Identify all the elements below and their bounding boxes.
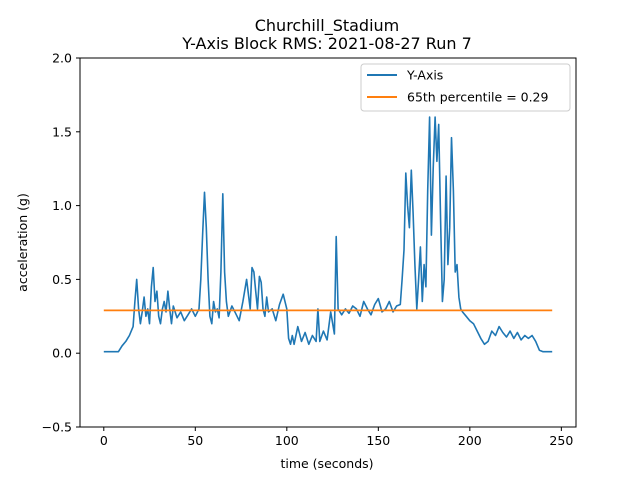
legend-label-percentile: 65th percentile = 0.29	[407, 90, 549, 105]
legend-label-y-axis: Y-Axis	[406, 68, 443, 83]
y-tick-label: 1.0	[52, 198, 72, 213]
x-tick-label: 150	[366, 433, 390, 448]
y-ticks: −0.5 0.0 0.5 1.0 1.5 2.0	[42, 51, 80, 435]
plot-lines	[103, 116, 553, 353]
series-line-y-axis	[103, 116, 553, 353]
legend-box	[360, 63, 571, 112]
x-tick-label: 250	[549, 433, 573, 448]
chart-title: Churchill_Stadium	[255, 16, 400, 36]
x-tick-label: 50	[187, 433, 203, 448]
y-tick-label: 0.0	[52, 346, 72, 361]
x-tick-label: 100	[275, 433, 299, 448]
x-tick-label: 0	[100, 433, 108, 448]
legend: Y-Axis 65th percentile = 0.29	[360, 63, 571, 112]
chart-subtitle: Y-Axis Block RMS: 2021-08-27 Run 7	[181, 34, 472, 53]
y-tick-label: 2.0	[52, 51, 72, 66]
y-tick-label: −0.5	[42, 420, 72, 435]
y-tick-label: 0.5	[52, 272, 72, 287]
x-tick-label: 200	[458, 433, 482, 448]
y-tick-label: 1.5	[52, 124, 72, 139]
y-axis-label: acceleration (g)	[15, 193, 30, 292]
plot-frame	[79, 57, 577, 428]
x-axis-label: time (seconds)	[280, 456, 373, 471]
x-ticks: 0 50 100 150 200 250	[100, 427, 573, 448]
